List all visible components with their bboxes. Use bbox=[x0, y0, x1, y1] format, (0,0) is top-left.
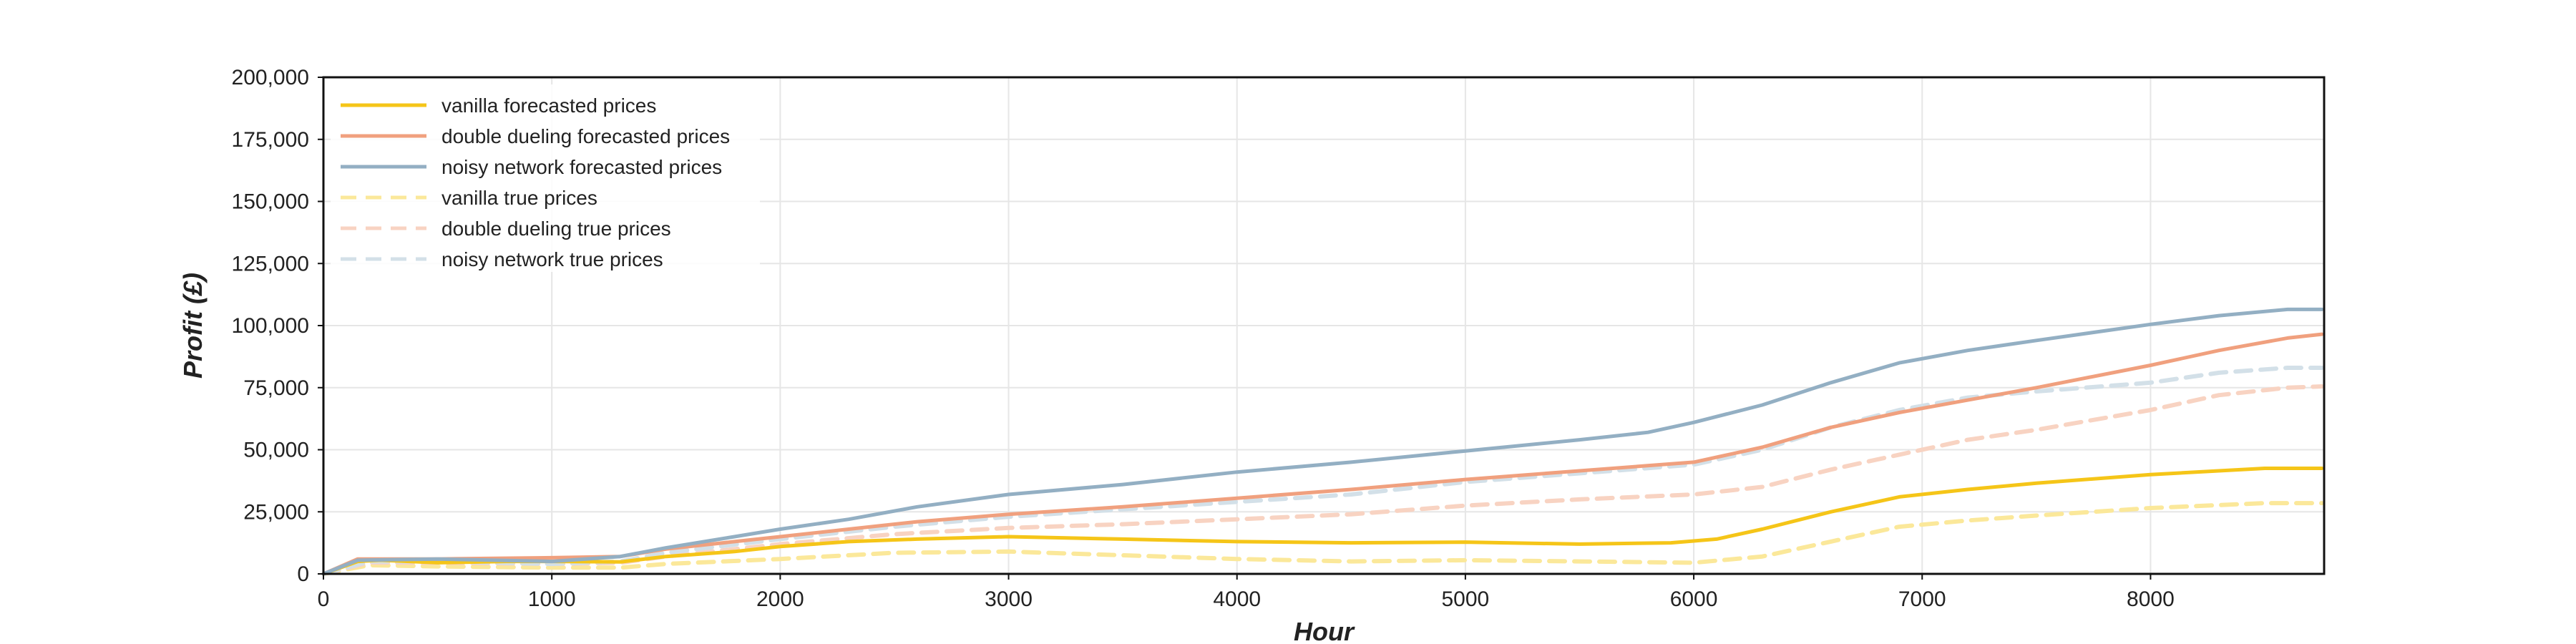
x-axis-title: Hour bbox=[1294, 617, 1355, 644]
legend-label: vanilla forecasted prices bbox=[441, 94, 656, 117]
series-line-double-dueling-forecasted-prices bbox=[321, 332, 2324, 576]
x-tick-label: 8000 bbox=[2127, 587, 2175, 611]
legend-label: noisy network forecasted prices bbox=[441, 156, 722, 178]
x-tick-label: 6000 bbox=[1670, 587, 1718, 611]
y-axis-ticks: 0 25,000 50,000 75,000 100,000 125,000 150,000… bbox=[232, 66, 323, 586]
x-tick-label: 3000 bbox=[985, 587, 1033, 611]
legend-label: noisy network true prices bbox=[441, 248, 663, 270]
y-tick-label: 25,000 bbox=[243, 500, 309, 524]
y-tick-label: 125,000 bbox=[232, 252, 309, 275]
legend: vanilla forecasted prices double dueling … bbox=[331, 84, 760, 272]
series-line-double-dueling-true-prices bbox=[321, 384, 2324, 576]
x-tick-label: 1000 bbox=[528, 587, 576, 611]
y-tick-label: 200,000 bbox=[232, 66, 309, 89]
series-line-vanilla-forecasted-prices bbox=[321, 467, 2324, 576]
y-tick-label: 50,000 bbox=[243, 439, 309, 462]
x-tick-label: 7000 bbox=[1898, 587, 1946, 611]
legend-label: vanilla true prices bbox=[441, 187, 597, 209]
series-line-noisy-network-forecasted-prices bbox=[321, 307, 2324, 576]
x-tick-label: 2000 bbox=[756, 587, 804, 611]
legend-background bbox=[331, 84, 760, 272]
legend-items: vanilla forecasted prices double dueling … bbox=[341, 94, 730, 270]
x-tick-label: 4000 bbox=[1213, 587, 1261, 611]
legend-label: double dueling true prices bbox=[441, 218, 671, 240]
series-line-vanilla-true-prices bbox=[321, 501, 2324, 576]
y-tick-label: 175,000 bbox=[232, 128, 309, 152]
y-tick-label: 150,000 bbox=[232, 190, 309, 214]
x-axis-ticks: 0 1000 2000 3000 4000 5000 6000 7000 8000 bbox=[318, 574, 2175, 611]
y-tick-label: 75,000 bbox=[243, 376, 309, 400]
x-tick-label: 5000 bbox=[1442, 587, 1490, 611]
legend-label: double dueling forecasted prices bbox=[441, 125, 730, 147]
x-tick-label: 0 bbox=[318, 587, 330, 611]
y-tick-label: 0 bbox=[297, 562, 309, 586]
y-axis-title: Profit (£) bbox=[178, 273, 208, 379]
y-tick-label: 100,000 bbox=[232, 314, 309, 338]
series-lines bbox=[321, 307, 2324, 576]
